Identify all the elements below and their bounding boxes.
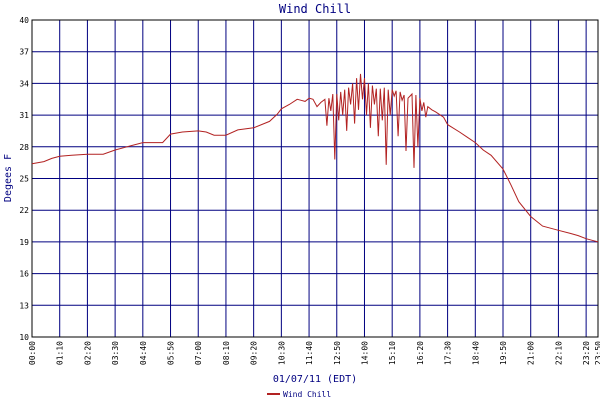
x-tick-label: 15:10 <box>388 341 397 365</box>
x-tick-label: 09:20 <box>250 341 259 365</box>
x-tick-label: 18:40 <box>471 341 480 365</box>
x-tick-label: 23:50 <box>594 341 600 365</box>
y-tick-label: 19 <box>19 238 29 247</box>
y-tick-label: 10 <box>19 333 29 342</box>
x-tick-label: 02:20 <box>83 341 92 365</box>
x-tick-label: 17:30 <box>444 341 453 365</box>
x-tick-label: 11:40 <box>305 341 314 365</box>
x-tick-label: 12:50 <box>333 341 342 365</box>
x-tick-label: 10:30 <box>277 341 286 365</box>
x-tick-label: 21:00 <box>527 341 536 365</box>
x-tick-label: 22:10 <box>554 341 563 365</box>
y-tick-label: 13 <box>19 301 29 310</box>
legend-label: Wind Chill <box>283 390 331 399</box>
x-tick-label: 05:50 <box>167 341 176 365</box>
x-tick-label: 14:00 <box>360 341 369 365</box>
y-tick-label: 31 <box>19 111 29 120</box>
y-tick-label: 34 <box>19 79 29 88</box>
x-tick-label: 04:40 <box>139 341 148 365</box>
x-axis-ticks: 00:00 01:10 02:20 03:30 04:40 05:50 07:00 08:10… <box>28 341 600 365</box>
x-tick-label: 16:20 <box>416 341 425 365</box>
y-tick-label: 22 <box>19 206 29 215</box>
x-tick-label: 19:50 <box>499 341 508 365</box>
legend: Wind Chill <box>267 390 331 399</box>
x-tick-label: 08:10 <box>222 341 231 365</box>
y-tick-label: 37 <box>19 48 29 57</box>
y-axis-ticks: 10 13 16 19 22 25 28 31 34 37 40 <box>19 16 29 342</box>
x-tick-label: 03:30 <box>111 341 120 365</box>
y-tick-label: 40 <box>19 16 29 25</box>
x-axis-label: 01/07/11 (EDT) <box>273 374 357 385</box>
x-tick-label: 00:00 <box>28 341 37 365</box>
plot-frame <box>31 19 599 338</box>
y-tick-label: 16 <box>19 270 29 279</box>
y-tick-label: 25 <box>19 175 29 184</box>
x-tick-label: 01:10 <box>56 341 65 365</box>
y-tick-label: 28 <box>19 143 29 152</box>
wind-chill-line <box>31 73 599 243</box>
x-tick-label: 07:00 <box>194 341 203 365</box>
x-tick-label: 23:20 <box>582 341 591 365</box>
grid-lines <box>31 19 599 338</box>
chart-title: Wind Chill <box>279 2 351 16</box>
y-axis-label: Degees F <box>3 154 14 202</box>
